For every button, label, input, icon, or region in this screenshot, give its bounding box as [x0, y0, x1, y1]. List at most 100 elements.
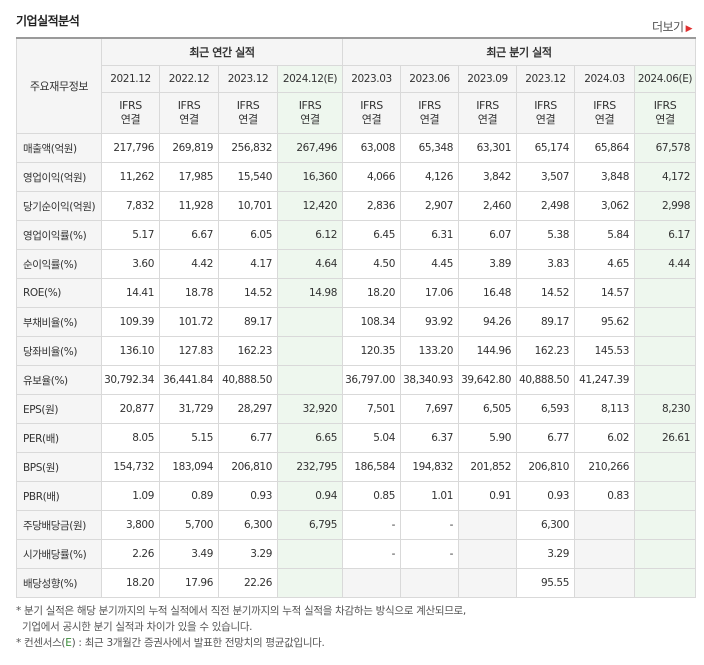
- table-cell: 39,642.80: [458, 365, 517, 395]
- table-cell: 4,172: [634, 162, 696, 192]
- table-cell: 6.37: [400, 423, 459, 453]
- table-cell: 194,832: [400, 452, 459, 482]
- row-label: PBR(배): [16, 481, 102, 511]
- table-cell: 4,066: [342, 162, 401, 192]
- table-cell: 3,062: [574, 191, 635, 221]
- ifrs-label: IFRS 연결: [342, 92, 401, 134]
- footnote-1: * 분기 실적은 해당 분기까지의 누적 실적에서 직전 분기까지의 누적 실적…: [16, 605, 466, 617]
- table-cell: 28,297: [218, 394, 278, 424]
- table-row: 당좌비율(%) 136.10 127.83 162.23 120.35 133.20 144…: [16, 336, 696, 366]
- table-cell: 4.65: [574, 249, 635, 279]
- period-header: 2024.12(E): [277, 65, 343, 93]
- table-cell: 65,174: [516, 133, 575, 163]
- table-cell: 16,360: [277, 162, 343, 192]
- table-cell: 95.55: [516, 568, 575, 598]
- corner-label: 주요재무정보: [16, 37, 102, 134]
- table-cell: 40,888.50: [218, 365, 278, 395]
- table-cell: 232,795: [277, 452, 343, 482]
- table-cell: 14.41: [101, 278, 160, 308]
- table-row: 영업이익(억원) 11,262 17,985 15,540 16,360 4,066 4,1…: [16, 162, 696, 192]
- table-cell: 4.17: [218, 249, 278, 279]
- period-header: 2024.03: [574, 65, 635, 93]
- table-cell: 186,584: [342, 452, 401, 482]
- table-cell: [458, 539, 517, 569]
- table-cell: 3,507: [516, 162, 575, 192]
- table-cell: 3.49: [159, 539, 219, 569]
- table-cell: 63,008: [342, 133, 401, 163]
- table-cell: 36,797.00: [342, 365, 401, 395]
- table-cell: 6.45: [342, 220, 401, 250]
- table-cell: 30,792.34: [101, 365, 160, 395]
- table-cell: [342, 568, 401, 598]
- table-cell: 162.23: [516, 336, 575, 366]
- table-cell: 8.05: [101, 423, 160, 453]
- table-cell: [574, 510, 635, 540]
- row-label: ROE(%): [16, 278, 102, 308]
- table-cell: 6.07: [458, 220, 517, 250]
- table-cell: [634, 510, 696, 540]
- table-cell: [634, 307, 696, 337]
- table-cell: 201,852: [458, 452, 517, 482]
- table-cell: 18.20: [342, 278, 401, 308]
- table-cell: 14.52: [516, 278, 575, 308]
- ifrs-label: IFRS 연결: [516, 92, 575, 134]
- table-cell: 1.01: [400, 481, 459, 511]
- row-label: 시가배당률(%): [16, 539, 102, 569]
- table-row: PER(배) 8.05 5.15 6.77 6.65 5.04 6.37 5.90 6.77 6.…: [16, 423, 696, 453]
- row-label: 부채비율(%): [16, 307, 102, 337]
- table-cell: [277, 539, 343, 569]
- table-cell: [574, 539, 635, 569]
- table-cell: 6.31: [400, 220, 459, 250]
- table-cell: 41,247.39: [574, 365, 635, 395]
- row-label: 유보율(%): [16, 365, 102, 395]
- table-cell: 38,340.93: [400, 365, 459, 395]
- table-cell: 6.77: [218, 423, 278, 453]
- table-cell: 18.78: [159, 278, 219, 308]
- table-cell: 4.45: [400, 249, 459, 279]
- ifrs-label: IFRS 연결: [277, 92, 343, 134]
- table-cell: 3.29: [516, 539, 575, 569]
- period-header: 2023.06: [400, 65, 459, 93]
- table-cell: 40,888.50: [516, 365, 575, 395]
- table-cell: 5.04: [342, 423, 401, 453]
- table-cell: [277, 336, 343, 366]
- table-cell: 4.42: [159, 249, 219, 279]
- table-cell: 18.20: [101, 568, 160, 598]
- quarter-group-header: 최근 분기 실적: [342, 37, 696, 66]
- table-cell: 162.23: [218, 336, 278, 366]
- table-cell: 133.20: [400, 336, 459, 366]
- table-cell: 63,301: [458, 133, 517, 163]
- row-label: EPS(원): [16, 394, 102, 424]
- table-cell: 2,836: [342, 191, 401, 221]
- table-cell: 8,230: [634, 394, 696, 424]
- row-label: BPS(원): [16, 452, 102, 482]
- chevron-right-icon: ▶: [685, 24, 693, 34]
- table-cell: 144.96: [458, 336, 517, 366]
- table-cell: 2.26: [101, 539, 160, 569]
- table-row: 시가배당률(%) 2.26 3.49 3.29- -3.29: [16, 539, 696, 569]
- section-title: 기업실적분석: [16, 14, 80, 28]
- table-cell: 0.93: [218, 481, 278, 511]
- table-cell: 6.17: [634, 220, 696, 250]
- table-row: 영업이익률(%) 5.17 6.67 6.05 6.12 6.45 6.31 6.07 5.38…: [16, 220, 696, 250]
- table-cell: 267,496: [277, 133, 343, 163]
- table-cell: 89.17: [516, 307, 575, 337]
- more-link[interactable]: 더보기 ▶: [652, 18, 693, 35]
- table-cell: 65,348: [400, 133, 459, 163]
- table-cell: 16.48: [458, 278, 517, 308]
- table-cell: 17.96: [159, 568, 219, 598]
- table-cell: -: [342, 539, 401, 569]
- table-cell: 22.26: [218, 568, 278, 598]
- table-cell: 5.15: [159, 423, 219, 453]
- table-cell: 0.94: [277, 481, 343, 511]
- table-cell: 2,460: [458, 191, 517, 221]
- table-cell: 0.89: [159, 481, 219, 511]
- table-cell: 4.64: [277, 249, 343, 279]
- row-label: 순이익률(%): [16, 249, 102, 279]
- table-cell: [574, 568, 635, 598]
- table-cell: 3.83: [516, 249, 575, 279]
- table-cell: 17.06: [400, 278, 459, 308]
- table-cell: [458, 510, 517, 540]
- period-header: 2022.12: [159, 65, 219, 93]
